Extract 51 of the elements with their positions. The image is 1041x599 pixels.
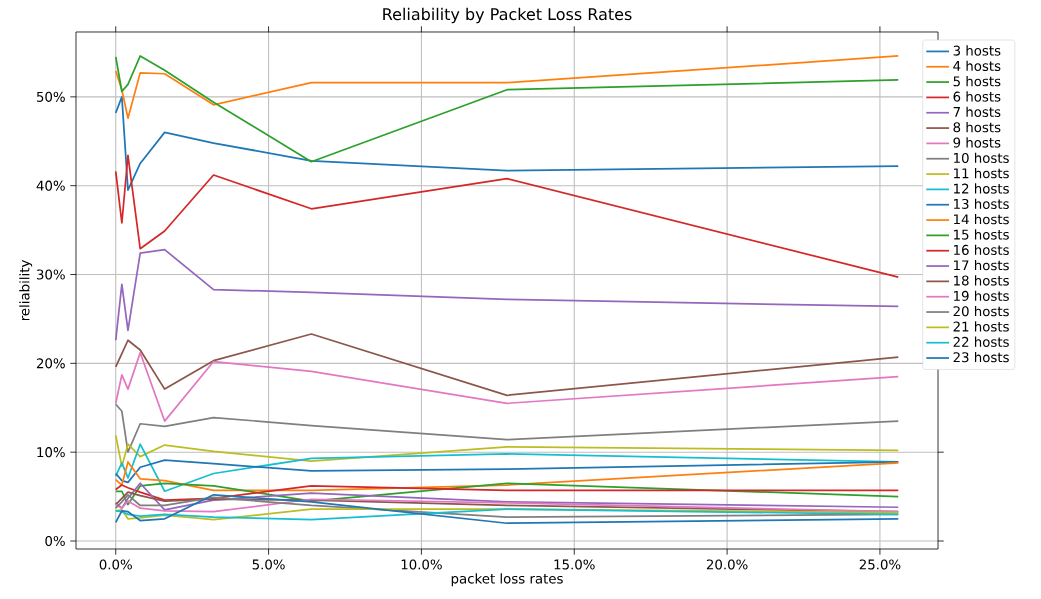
- legend-label: 16 hosts: [954, 244, 1009, 255]
- legend-label: 20 hosts: [953, 305, 1009, 317]
- line-series: [114, 461, 900, 492]
- x-tick-label: 25.0%: [859, 559, 901, 570]
- legend-label: 17 hosts: [954, 259, 1009, 271]
- legend-label: 8 hosts: [953, 121, 1001, 133]
- line-series: [114, 351, 900, 422]
- x-tick-label: 20.0%: [706, 559, 748, 570]
- x-tick-label: 10.0%: [401, 559, 442, 570]
- line-series: [114, 493, 900, 525]
- legend-label: 7 hosts: [953, 106, 1001, 117]
- y-tick-label: 0%: [45, 535, 65, 547]
- legend-label: 15 hosts: [954, 229, 1009, 240]
- line-series: [114, 333, 900, 397]
- line-series: [114, 482, 900, 511]
- legend-label: 12 hosts: [954, 183, 1009, 194]
- line-series: [114, 154, 900, 279]
- line-series: [114, 55, 900, 163]
- legend-label: 21 hosts: [953, 321, 1009, 332]
- legend-label: 23 hosts: [953, 351, 1009, 363]
- legend-label: 11 hosts: [954, 167, 1009, 179]
- line-series: [114, 498, 900, 513]
- y-tick-label: 10%: [37, 447, 65, 458]
- x-axis-title: packet loss rates: [451, 573, 563, 587]
- legend-label: 18 hosts: [954, 275, 1009, 286]
- legend-label: 4 hosts: [953, 60, 1001, 71]
- legend-label: 6 hosts: [953, 91, 1001, 102]
- x-tick-label: 0.0%: [99, 559, 132, 570]
- legend-label: 19 hosts: [954, 290, 1009, 301]
- y-tick-label: 50%: [36, 91, 65, 102]
- y-tick-label: 20%: [36, 358, 65, 369]
- chart-title: Reliability by Packet Loss Rates: [383, 7, 632, 24]
- line-series: [114, 248, 900, 342]
- legend-label: 3 hosts: [953, 45, 1001, 56]
- x-tick-label: 15.0%: [554, 559, 595, 570]
- legend-label: 10 hosts: [954, 152, 1009, 163]
- y-axis-title: reliability: [19, 260, 33, 321]
- x-tick-label: 5.0%: [252, 559, 285, 570]
- legend-label: 14 hosts: [954, 213, 1009, 225]
- line-series: [114, 403, 900, 454]
- line-series: [114, 508, 900, 521]
- legend-label: 9 hosts: [953, 137, 1001, 148]
- legend-label: 5 hosts: [953, 76, 1001, 87]
- legend-label: 13 hosts: [954, 198, 1009, 209]
- line-series: [114, 55, 900, 120]
- y-tick-label: 30%: [36, 269, 65, 280]
- line-series: [114, 95, 900, 191]
- line-series: [114, 434, 900, 468]
- line-series: [114, 459, 900, 484]
- y-tick-label: 40%: [36, 180, 65, 191]
- legend-label: 22 hosts: [953, 336, 1009, 347]
